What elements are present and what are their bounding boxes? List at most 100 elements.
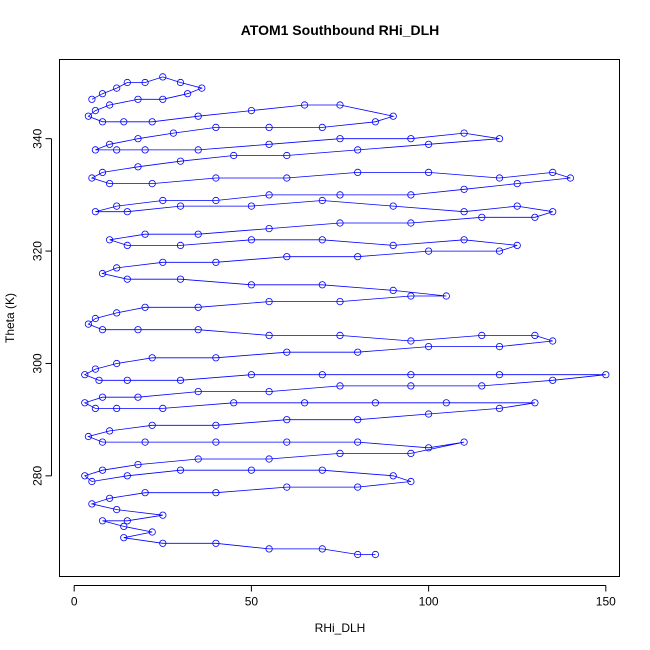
data-point (407, 449, 415, 457)
data-point (176, 157, 185, 165)
data-point (371, 399, 379, 407)
data-point (176, 466, 185, 474)
data-point (531, 331, 539, 339)
data-point (176, 78, 185, 87)
data-point (148, 180, 156, 188)
data-point (194, 303, 202, 311)
data-point (354, 550, 362, 559)
data-point (176, 202, 185, 210)
data-point (407, 292, 415, 300)
data-point (141, 303, 149, 311)
data-point (91, 146, 100, 154)
data-point (549, 208, 557, 216)
data-point (495, 135, 504, 143)
y-axis: 280 300 320 340 (31, 128, 52, 486)
data-point (123, 472, 131, 480)
data-point (106, 140, 114, 148)
data-point (176, 376, 185, 384)
x-tick-label: 150 (596, 595, 616, 609)
data-point (354, 168, 362, 176)
data-point (247, 281, 255, 289)
data-point (513, 202, 521, 210)
x-axis: 0 50 100 150 (71, 585, 616, 609)
data-point (212, 196, 220, 205)
data-point (478, 382, 486, 390)
data-point (184, 90, 192, 98)
data-point (91, 404, 100, 412)
data-point (283, 174, 291, 182)
data-point (141, 489, 149, 497)
data-point (123, 517, 131, 525)
data-point (84, 320, 93, 328)
data-point (265, 331, 273, 339)
data-point (106, 427, 114, 435)
data-point (531, 213, 539, 221)
data-point (159, 511, 167, 519)
data-point (91, 107, 100, 115)
data-point (141, 438, 149, 446)
data-point (194, 455, 202, 463)
y-tick-label: 280 (31, 466, 45, 486)
data-point (495, 342, 504, 351)
data-point (336, 382, 344, 390)
data-point (354, 483, 362, 491)
data-point (81, 399, 89, 407)
data-point (318, 281, 326, 289)
data-point (354, 253, 362, 261)
data-point (98, 517, 107, 525)
data-point (318, 123, 326, 132)
data-point (371, 550, 379, 559)
data-point (265, 140, 273, 148)
data-point (81, 472, 89, 480)
data-point (495, 371, 504, 379)
data-point (98, 90, 107, 98)
data-point (98, 168, 107, 176)
data-point (194, 230, 202, 238)
data-point (424, 247, 433, 255)
data-point (424, 410, 433, 418)
data-point (212, 539, 220, 547)
plot-area-border (59, 59, 620, 577)
data-point (336, 135, 344, 143)
data-point (407, 477, 415, 486)
data-point (113, 309, 121, 317)
data-point (336, 101, 344, 109)
data-point (98, 466, 107, 474)
data-point (123, 208, 131, 216)
data-point (134, 95, 142, 103)
data-point (318, 545, 326, 553)
data-point (265, 123, 273, 132)
data-point (478, 213, 486, 221)
data-point (84, 112, 93, 120)
data-point (566, 174, 575, 182)
data-point (81, 371, 89, 379)
data-point (336, 297, 344, 306)
data-point (98, 393, 107, 401)
data-point (141, 146, 149, 154)
x-tick-label: 50 (245, 595, 259, 609)
data-point (549, 337, 557, 345)
data-point (230, 399, 238, 407)
data-point (424, 168, 433, 176)
data-point (247, 236, 255, 244)
data-point (389, 202, 397, 210)
data-point (148, 528, 156, 536)
data-point (407, 337, 415, 345)
data-point (354, 416, 362, 424)
data-point (148, 421, 156, 429)
data-point (300, 101, 309, 109)
data-point (176, 275, 185, 283)
data-point (84, 432, 93, 441)
data-point (113, 202, 121, 210)
data-point (120, 522, 128, 531)
data-point (478, 331, 486, 339)
series-layer (81, 73, 610, 559)
data-point (336, 191, 344, 199)
data-point (106, 494, 114, 502)
data-point (460, 185, 468, 193)
data-point (247, 202, 255, 210)
data-point (407, 135, 415, 143)
data-point (407, 371, 415, 379)
data-point (389, 112, 397, 120)
data-point (265, 225, 273, 233)
